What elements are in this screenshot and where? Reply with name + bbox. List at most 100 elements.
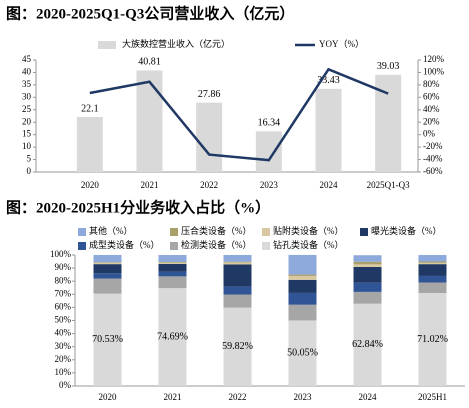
bar-segment (158, 271, 187, 277)
x-tick-label: 2023 (294, 392, 313, 402)
x-tick-label: 2022 (200, 180, 218, 190)
bar-segment (223, 262, 252, 265)
legend-label: 其他（%） (89, 225, 133, 236)
x-tick-label: 2024 (320, 180, 339, 190)
bar-segment (418, 292, 447, 386)
bar-segment (288, 274, 317, 276)
legend-marker (262, 242, 270, 250)
data-label: 16.34 (258, 118, 281, 129)
data-label: 74.69% (157, 331, 188, 342)
line (89, 67, 389, 162)
x-tick-label: 2025Q1-Q3 (367, 180, 410, 190)
chart-title: 图：2020-2025Q1-Q3公司营业收入（亿元） (6, 4, 294, 22)
bar-segment (158, 263, 187, 272)
y-tick-label: 60% (55, 301, 72, 311)
y-tick-label: 100% (50, 249, 72, 259)
bar-segment (353, 266, 382, 283)
y2-tick-label: 80% (423, 79, 440, 89)
y-tick-label: 0 (27, 166, 32, 176)
data-label: 71.02% (417, 334, 448, 345)
y-tick-label: 5 (27, 154, 32, 164)
bar-segment (223, 254, 252, 262)
bar-segment (158, 261, 187, 263)
x-tick-label: 2023 (260, 180, 279, 190)
y-tick-label: 30% (55, 341, 72, 351)
bar-segment (288, 304, 317, 321)
legend-label: 成型类设备（%） (89, 239, 160, 250)
bar-segment (223, 286, 252, 295)
chart-title: 图：2020-2025H1分业务收入占比（%） (6, 198, 270, 216)
legend-marker (98, 41, 116, 49)
bar-segment (353, 264, 382, 267)
bar-segment (158, 262, 187, 264)
y-tick-label: 10 (22, 141, 32, 151)
y2-tick-label: 0% (423, 129, 436, 139)
legend-marker (360, 228, 368, 236)
y-tick-label: 20 (22, 116, 32, 126)
bar-segment (418, 282, 447, 293)
data-label: 27.86 (198, 89, 221, 100)
bar-segment (288, 292, 317, 305)
bar-segment (93, 273, 122, 279)
bar (255, 131, 282, 172)
data-label: 62.84% (352, 339, 383, 350)
x-tick-label: 2020 (99, 392, 118, 402)
bar (315, 88, 342, 172)
bar-segment (353, 282, 382, 292)
bar-segment (93, 262, 122, 263)
y2-tick-label: 60% (423, 91, 440, 101)
y-tick-label: 90% (55, 262, 72, 272)
data-label: 50.05% (287, 348, 318, 359)
bar-segment (93, 293, 122, 386)
bar-segment (353, 291, 382, 304)
bar-segment (288, 279, 317, 293)
y-tick-label: 50% (55, 315, 72, 325)
y-tick-label: 10% (55, 367, 72, 377)
bar-segment (353, 261, 382, 265)
x-tick-label: 2024 (359, 392, 378, 402)
bar-segment (288, 254, 317, 275)
legend-label: 贴附类设备（%） (273, 225, 344, 236)
y-tick-label: 45 (22, 54, 32, 64)
legend-marker (78, 242, 86, 250)
bar-segment (93, 264, 122, 274)
bar-segment (223, 294, 252, 308)
x-tick-label: 2021 (164, 392, 182, 402)
bar-segment (223, 264, 252, 287)
legend-marker (170, 228, 178, 236)
bar-segment (223, 261, 252, 263)
y-tick-label: 35 (22, 79, 32, 89)
y-tick-label: 40% (55, 328, 72, 338)
y2-tick-label: -40% (423, 154, 443, 164)
bar-segment (353, 255, 382, 262)
y-tick-label: 40 (22, 67, 32, 77)
bar-segment (93, 262, 122, 265)
y-tick-label: 0% (59, 380, 72, 390)
y-tick-label: 15 (22, 129, 32, 139)
legend-marker (262, 228, 270, 236)
bar-segment (158, 276, 187, 289)
y-tick-label: 80% (55, 275, 72, 285)
data-label: 70.53% (92, 334, 123, 345)
legend-label: 钻孔类设备（%） (273, 239, 344, 250)
legend-marker (170, 242, 178, 250)
bar (136, 70, 163, 172)
y2-tick-label: -20% (423, 141, 443, 151)
x-tick-label: 2020 (81, 180, 100, 190)
y2-tick-label: 100% (423, 67, 445, 77)
bar-segment (223, 307, 252, 386)
y2-tick-label: 20% (423, 116, 440, 126)
x-tick-label: 2021 (141, 180, 159, 190)
bar-segment (93, 278, 122, 294)
y-tick-label: 25 (22, 104, 32, 114)
bar-segment (288, 275, 317, 280)
data-label: 59.82% (222, 341, 253, 352)
x-tick-label: 2022 (229, 392, 247, 402)
y-tick-label: 70% (55, 288, 72, 298)
data-label: 40.81 (138, 57, 161, 68)
y2-tick-label: 120% (423, 54, 445, 64)
legend-label: YOY（%） (319, 39, 364, 49)
data-label: 39.03 (377, 61, 400, 72)
bar (76, 116, 103, 172)
